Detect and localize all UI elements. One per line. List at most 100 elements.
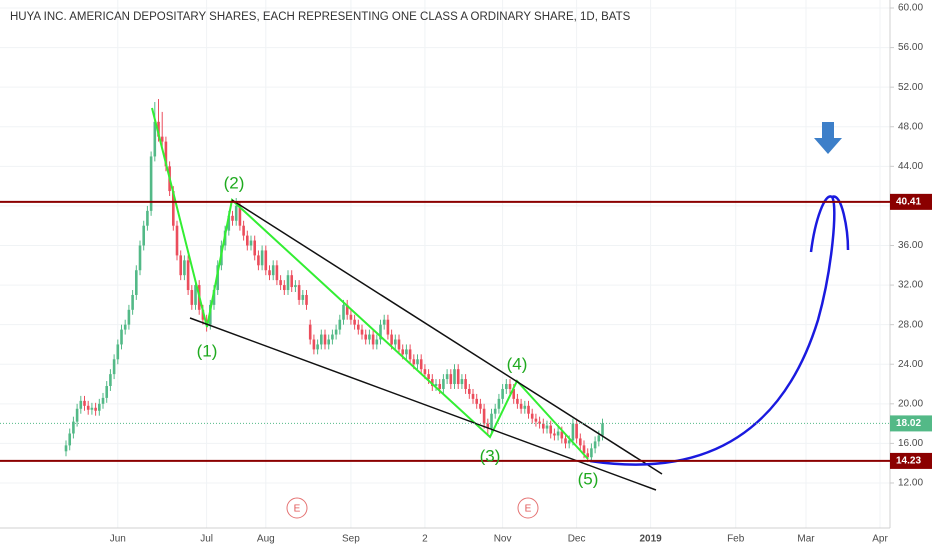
candle-body — [294, 285, 297, 288]
candle-body — [297, 285, 301, 300]
candle-body — [142, 225, 146, 246]
candle-body — [493, 408, 497, 414]
candle-body — [175, 225, 179, 256]
level-label: 40.41 — [896, 196, 921, 207]
x-tick-label: Feb — [727, 534, 745, 545]
candle-body — [290, 275, 294, 288]
last-price-label: 18.02 — [896, 418, 921, 429]
candle-body — [305, 294, 308, 305]
candle-body — [401, 349, 405, 355]
drawings — [151, 107, 850, 491]
x-tick-label: 2019 — [639, 534, 662, 545]
candle-body — [423, 369, 427, 375]
candle-body — [131, 294, 134, 310]
candle-body — [490, 413, 493, 429]
y-tick-label: 20.00 — [898, 398, 923, 409]
candle-body — [527, 405, 530, 414]
candle-body — [157, 121, 160, 137]
candle-body — [571, 423, 575, 441]
candle-body — [116, 344, 120, 360]
x-tick-label: Jun — [110, 534, 126, 545]
candle-body — [456, 369, 460, 385]
y-tick-label: 44.00 — [898, 161, 923, 172]
candle-body — [379, 324, 382, 340]
last-price-tag — [890, 415, 932, 432]
y-tick-label: 12.00 — [898, 478, 923, 489]
candle-body — [338, 319, 342, 330]
candle-body — [120, 329, 123, 345]
candle-body — [238, 205, 242, 226]
candle-body — [345, 304, 349, 315]
candle-body — [331, 334, 334, 340]
candle-body — [212, 290, 216, 305]
candle-body — [172, 191, 175, 226]
candle-body — [394, 339, 397, 345]
candle-body — [390, 334, 393, 345]
candle-body — [68, 433, 72, 446]
candle-body — [308, 324, 312, 340]
candle-body — [275, 265, 279, 281]
earnings-label: E — [525, 504, 532, 515]
candle-body — [246, 235, 249, 246]
candle-body — [94, 407, 97, 411]
candle-body — [460, 379, 464, 385]
candle-body — [567, 440, 571, 444]
candle-body — [64, 445, 68, 452]
candle-body — [72, 421, 75, 434]
level-tag — [890, 452, 932, 469]
candle-body — [516, 398, 519, 404]
y-tick-label: 32.00 — [898, 280, 923, 291]
candle-body — [575, 423, 578, 439]
candle-body — [434, 384, 438, 387]
candle-body — [249, 240, 253, 246]
candle-body — [560, 431, 564, 439]
wave-label: (3) — [480, 446, 501, 465]
wave-label: (4) — [507, 354, 528, 373]
x-tick-label: Dec — [568, 534, 586, 545]
candle-body — [416, 359, 419, 365]
x-tick-label: Mar — [797, 534, 815, 545]
candle-body — [286, 275, 290, 291]
candle-body — [445, 374, 449, 380]
x-tick-label: Aug — [257, 534, 275, 545]
candle-body — [301, 294, 305, 300]
candle-body — [90, 407, 94, 410]
candle-body — [242, 225, 245, 236]
candle-body — [342, 304, 345, 320]
candle-body — [464, 379, 467, 389]
candle-body — [419, 359, 423, 370]
candle-body — [279, 280, 282, 286]
x-tick-label: 2 — [422, 534, 428, 545]
candle-body — [179, 255, 183, 276]
candle-body — [323, 334, 327, 345]
earnings-marker — [517, 497, 539, 519]
earnings-marker — [286, 497, 308, 519]
candle-body — [453, 369, 456, 385]
candle-body — [146, 210, 149, 226]
candle-body — [597, 435, 601, 442]
candle-body — [590, 448, 593, 458]
candle-body — [149, 156, 153, 211]
candle-body — [98, 403, 101, 411]
candle-body — [549, 425, 553, 434]
candle-body — [312, 339, 316, 350]
candle-body — [231, 215, 234, 221]
candle-body — [316, 344, 319, 350]
candle-body — [442, 379, 445, 389]
candle-body — [582, 445, 586, 454]
candle-body — [109, 374, 112, 387]
candle-body — [386, 319, 390, 335]
candle-body — [486, 423, 490, 429]
candle-body — [523, 405, 527, 409]
y-tick-label: 52.00 — [898, 82, 923, 93]
x-tick-label: Nov — [494, 534, 512, 545]
candle-body — [497, 398, 501, 409]
candle-body — [553, 433, 556, 436]
down-arrow — [814, 122, 842, 154]
candle-body — [86, 405, 90, 410]
y-tick-label: 24.00 — [898, 359, 923, 370]
level-tag — [890, 193, 932, 210]
y-tick-label: 60.00 — [898, 3, 923, 14]
